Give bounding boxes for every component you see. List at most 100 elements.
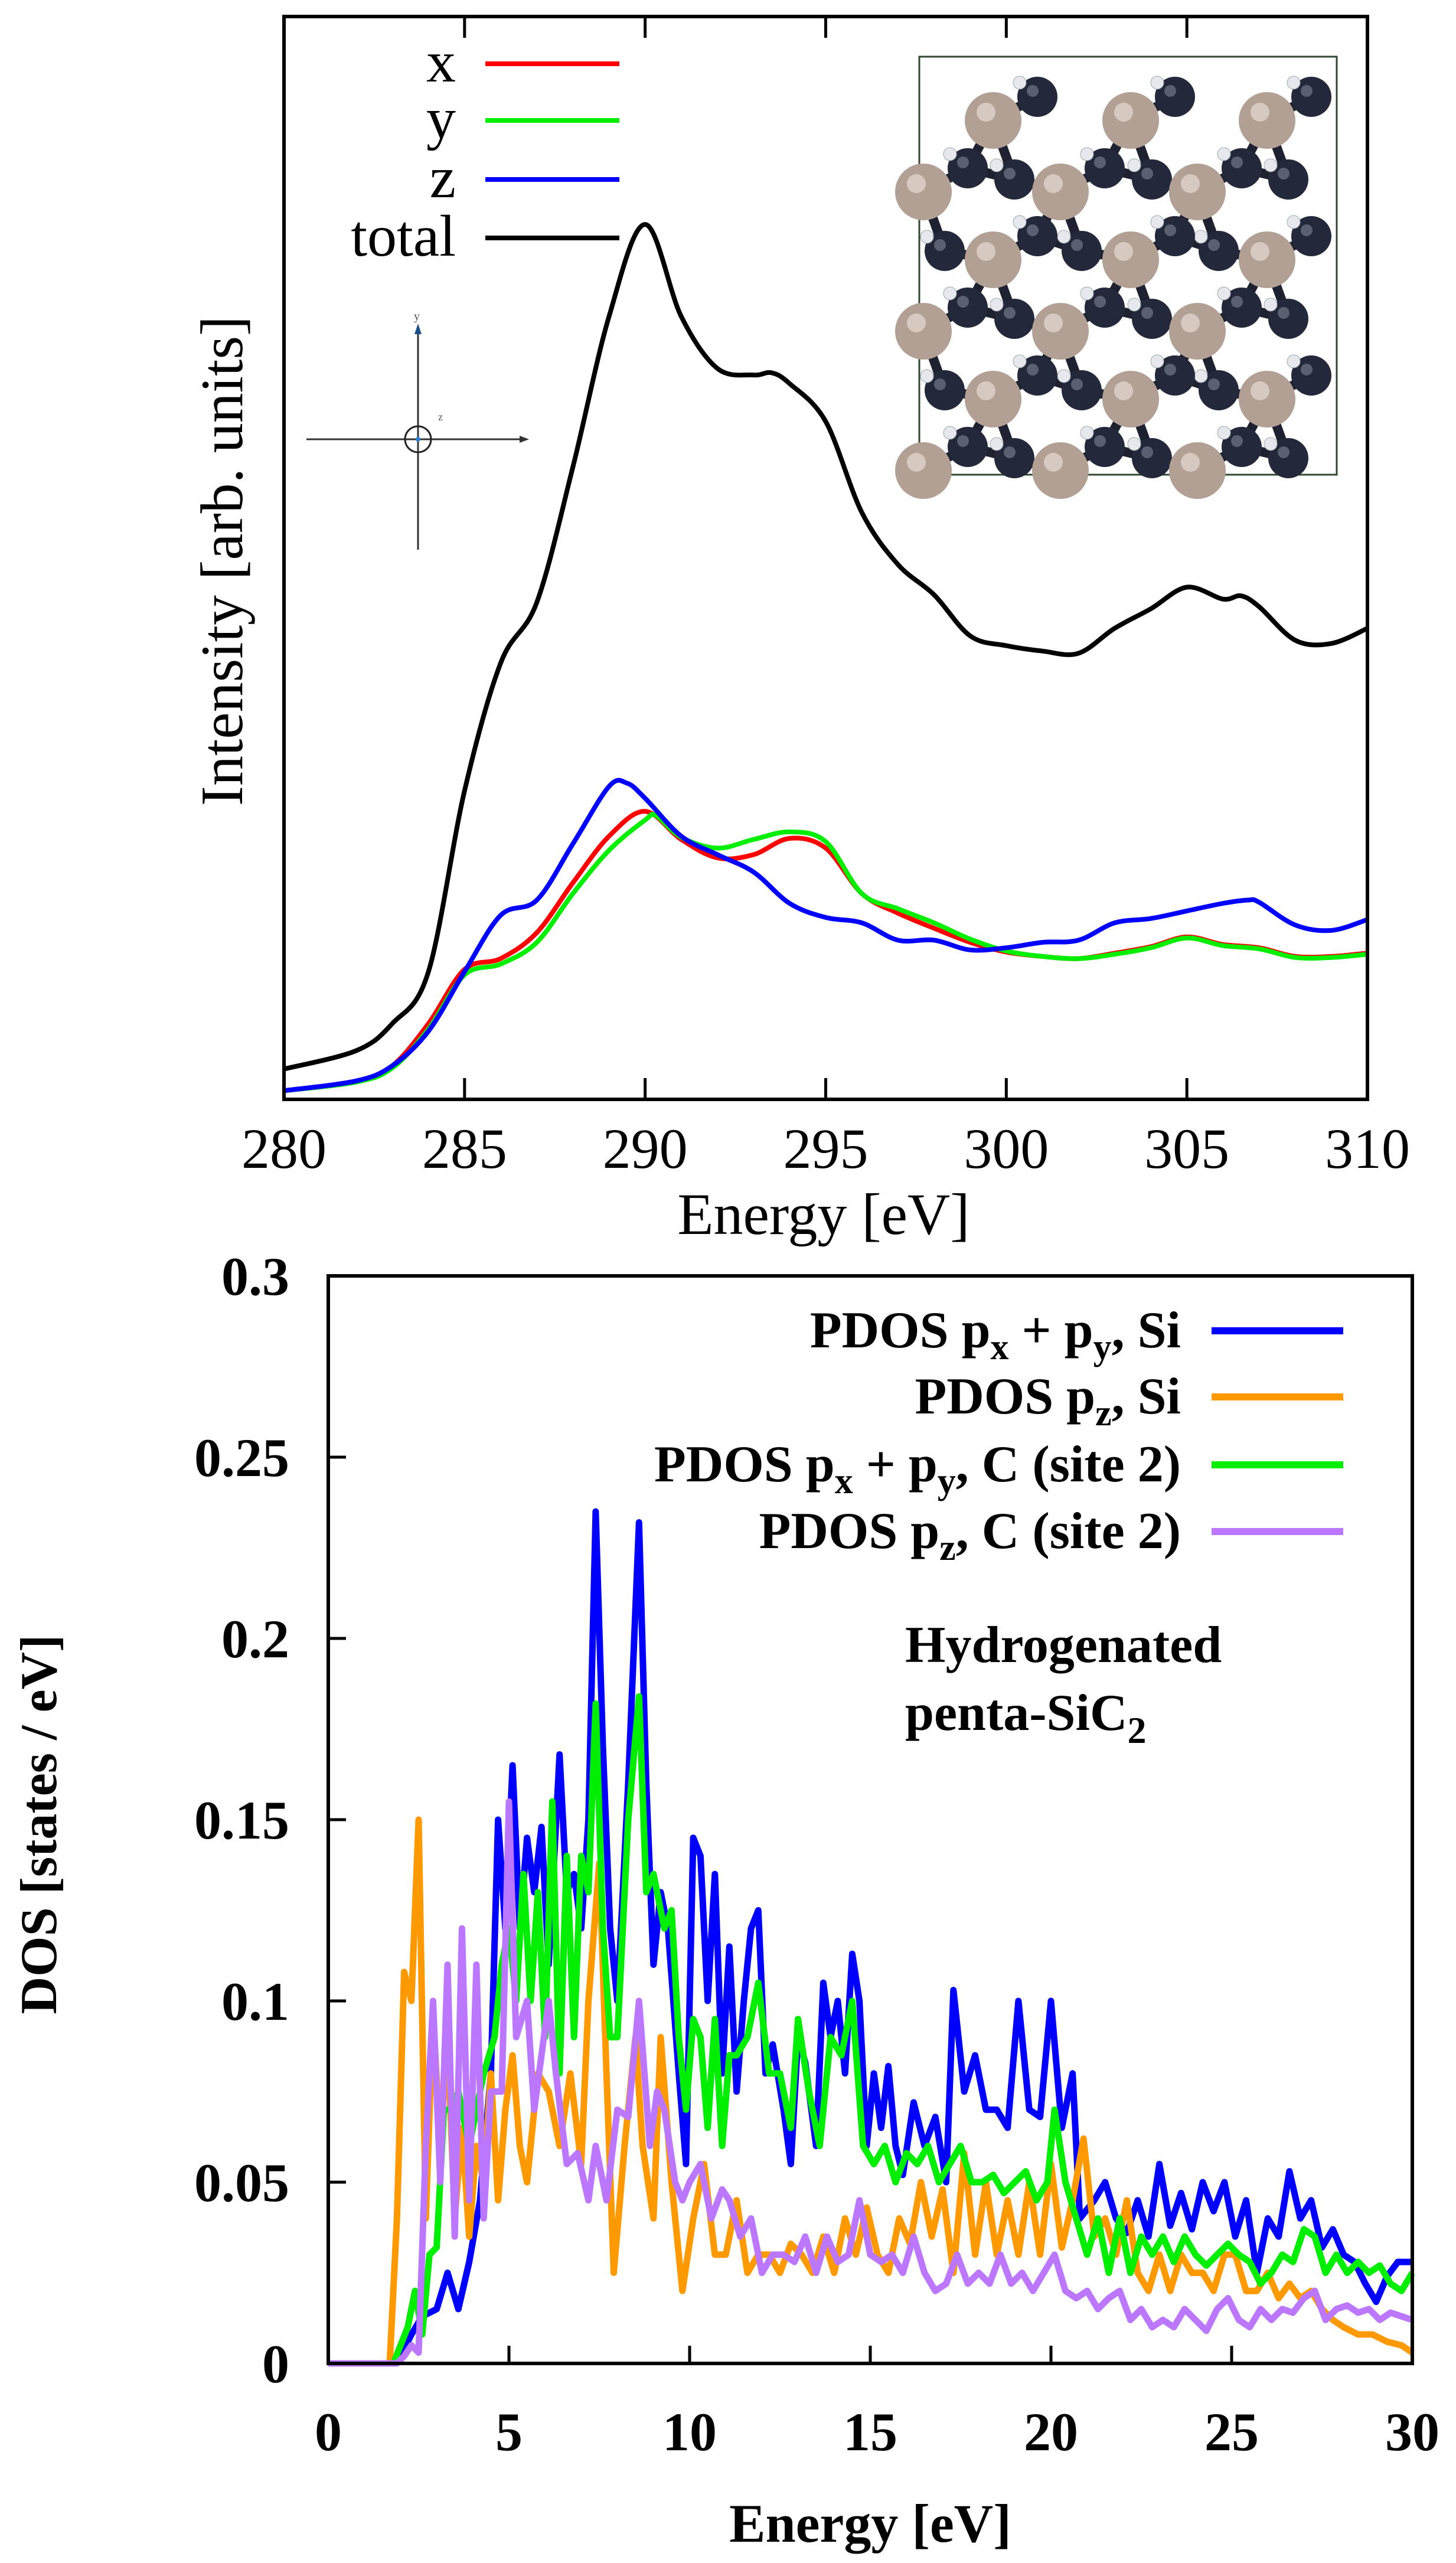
carbon-atom-highlight — [957, 435, 969, 447]
series-line-c-pxpy — [328, 1693, 1415, 2367]
x-tick-label: 20 — [1024, 2402, 1078, 2462]
carbon-atom — [1062, 231, 1102, 271]
y-tick-label: 0.1 — [221, 1971, 289, 2032]
carbon-atom — [1222, 148, 1262, 188]
legend-label-text: PDOS p — [915, 1368, 1095, 1425]
legend-label-text: , C (site 2) — [956, 1436, 1181, 1493]
silicon-atom-highlight — [1251, 242, 1269, 261]
legend-label-text: , Si — [1112, 1368, 1181, 1425]
hydrogen-atom — [1217, 286, 1231, 301]
x-tick-label: 10 — [662, 2402, 717, 2462]
hydrogen-atom — [1013, 354, 1027, 368]
carbon-atom-highlight — [1141, 307, 1153, 319]
hydrogen-atom — [1217, 426, 1231, 440]
x-tick-label: 5 — [495, 2402, 523, 2462]
legend-label-subscript: y — [1093, 1327, 1112, 1367]
carbon-atom-highlight — [1301, 85, 1313, 97]
legend-item-y: y — [426, 86, 619, 151]
y-tick-label: 0 — [262, 2334, 289, 2394]
hydrogen-atom — [1287, 354, 1301, 368]
silicon-atom-highlight — [1114, 381, 1133, 400]
hydrogen-atom — [943, 426, 957, 440]
hydrogen-atom — [1057, 230, 1071, 244]
hydrogen-atom — [1217, 147, 1231, 161]
legend-label: z — [430, 145, 456, 210]
hydrogen-atom — [1150, 76, 1164, 90]
silicon-atom-highlight — [907, 453, 926, 472]
x-axis: 280 285 290 295 300 305 310 — [241, 17, 1410, 1180]
carbon-atom — [1199, 231, 1239, 271]
silicon-atom — [1102, 371, 1159, 427]
annotation: Hydrogenated penta-SiC2 — [905, 1617, 1222, 1751]
series-line-z — [283, 778, 1369, 1093]
carbon-atom-highlight — [1164, 85, 1176, 97]
carbon-atom-highlight — [1231, 156, 1243, 168]
plot-area — [283, 222, 1369, 1093]
hydrogen-atom — [1264, 158, 1278, 172]
carbon-atom-highlight — [934, 378, 946, 390]
x-axis-label: Energy [eV] — [729, 2493, 1011, 2554]
axis-indicator-z-dot — [416, 437, 420, 442]
carbon-atom — [1222, 288, 1262, 328]
silicon-atom-highlight — [1181, 174, 1200, 193]
x-tick-label: 295 — [784, 1117, 869, 1180]
silicon-atom-highlight — [1251, 381, 1269, 400]
silicon-atom — [1032, 303, 1089, 360]
silicon-atom — [1239, 371, 1295, 427]
silicon-atom — [1239, 231, 1295, 288]
carbon-atom — [1132, 159, 1172, 200]
arrow-y-icon — [414, 324, 422, 334]
hydrogen-atom — [1287, 76, 1301, 90]
pdos-chart: 0 5 10 15 20 25 30 0 0.05 0.1 0.15 0.2 0.25 0.3 Energ… — [11, 1246, 1439, 2554]
silicon-atom — [895, 303, 952, 360]
carbon-atom — [1199, 370, 1239, 410]
y-tick-label: 0.2 — [221, 1609, 289, 1669]
carbon-atom — [1155, 77, 1195, 117]
axis-indicator-z-label: z — [438, 411, 443, 423]
hydrogen-atom — [990, 158, 1004, 172]
hydrogen-atom — [990, 298, 1004, 312]
carbon-atom — [1155, 216, 1195, 256]
arrow-x-icon — [520, 436, 529, 443]
silicon-atom-highlight — [1044, 174, 1063, 193]
silicon-atom — [1169, 164, 1226, 220]
hydrogen-atom — [1080, 286, 1094, 301]
carbon-atom — [1268, 438, 1308, 478]
hydrogen-atom — [920, 369, 934, 383]
legend-label: PDOS pz, Si — [915, 1368, 1181, 1434]
carbon-atom-highlight — [1071, 378, 1083, 390]
legend-item-c-pxpy: PDOS px + py, C (site 2) — [654, 1436, 1343, 1501]
carbon-atom-highlight — [1027, 85, 1039, 97]
xas-chart: y z 280 285 290 295 300 305 310 Energy [eV] In… — [189, 15, 1410, 1247]
annotation-line1: Hydrogenated — [905, 1617, 1222, 1674]
carbon-atom-highlight — [1094, 435, 1106, 447]
silicon-atom — [1102, 92, 1159, 149]
carbon-atom-highlight — [1004, 446, 1016, 458]
carbon-atom — [1132, 299, 1172, 339]
axis-indicator-z-circle — [404, 425, 432, 453]
carbon-atom — [1017, 216, 1057, 256]
carbon-atom-highlight — [1004, 168, 1016, 179]
y-tick-label: 0.25 — [194, 1428, 289, 1488]
series-line-si-pz — [328, 1816, 1415, 2367]
carbon-atom — [1268, 159, 1308, 200]
y-tick-label: 0.15 — [194, 1790, 289, 1850]
x-tick-label: 310 — [1325, 1117, 1410, 1180]
carbon-atom — [1291, 355, 1331, 396]
carbon-atom-highlight — [934, 239, 946, 251]
carbon-atom — [1268, 299, 1308, 339]
silicon-atom-highlight — [1044, 314, 1063, 332]
hydrogen-atom — [1194, 369, 1208, 383]
y-axis-label: DOS [states / eV] — [11, 1635, 68, 2015]
carbon-atom-highlight — [1004, 307, 1016, 319]
legend-label-text: + p — [853, 1436, 938, 1493]
annotation-line2: penta-SiC2 — [905, 1684, 1147, 1751]
annotation-line2-sub: 2 — [1128, 1709, 1147, 1751]
legend-label-subscript: x — [991, 1327, 1009, 1367]
legend-item-x: x — [426, 29, 619, 94]
legend-label-subscript: x — [835, 1461, 853, 1501]
carbon-atom-highlight — [1094, 296, 1106, 308]
annotation-line2-main: penta-SiC — [905, 1684, 1128, 1742]
legend-label-text: , C (site 2) — [956, 1503, 1181, 1560]
